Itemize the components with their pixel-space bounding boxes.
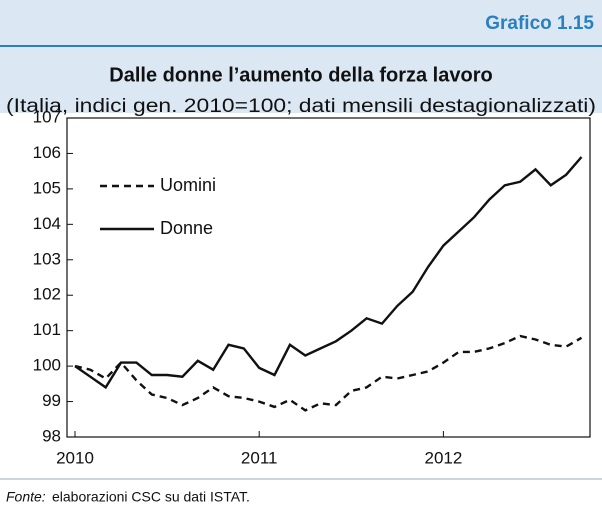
line (74, 334, 583, 412)
line (74, 156, 583, 390)
figure-label: Grafico 1.15 (485, 13, 594, 34)
source: elaborazioni CSC su dati ISTAT. (52, 489, 250, 505)
x-tick-label: 2011 (241, 448, 278, 467)
legend-label: Uomini (160, 175, 216, 195)
chart-title: Dalle donne l’aumento della forza lavoro (109, 64, 492, 86)
x-tick-label: 2010 (56, 448, 94, 467)
body-background (0, 113, 602, 517)
y-tick-label: 104 (33, 214, 61, 233)
y-tick-label: 106 (33, 143, 61, 162)
y-tick-label: 102 (33, 285, 61, 304)
y-tick-label: 99 (42, 391, 61, 410)
source-label: Fonte: (6, 489, 46, 505)
y-tick-label: 103 (33, 249, 61, 268)
x-tick-label: 2012 (424, 448, 462, 467)
legend-label: Donne (160, 218, 213, 238)
y-tick-label: 105 (33, 178, 61, 197)
y-tick-label: 107 (33, 107, 61, 126)
y-tick-label: 101 (33, 320, 61, 339)
y-tick-label: 98 (42, 426, 61, 445)
chart-subtitle: (Italia, indici gen. 2010=100; dati mens… (6, 96, 596, 117)
y-tick-label: 100 (33, 356, 61, 375)
header-background (0, 0, 602, 113)
plot-frame (66, 117, 591, 438)
